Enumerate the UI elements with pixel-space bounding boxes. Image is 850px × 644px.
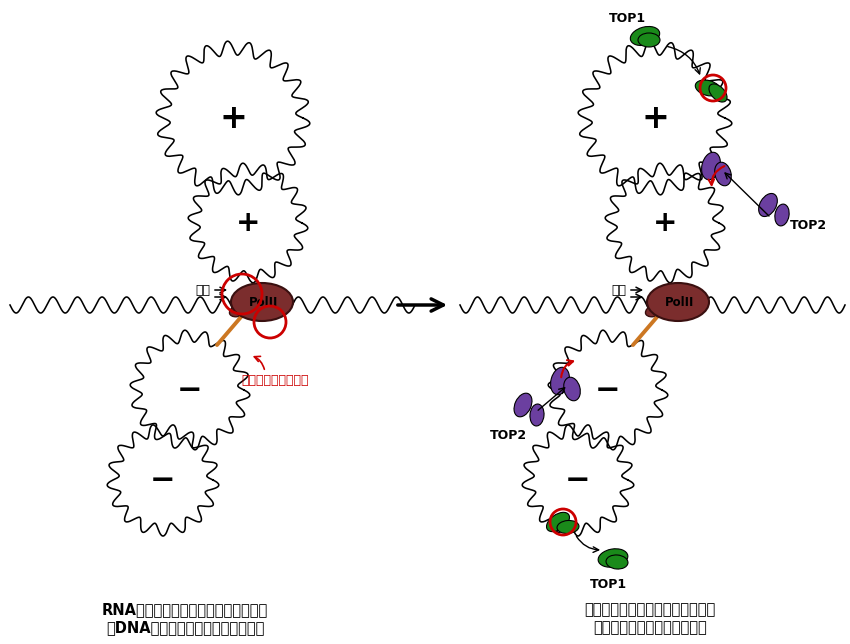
Text: TOP1: TOP1 [609,12,645,24]
Text: +: + [235,209,260,237]
Text: RNAポリメラーゼの進行によって転写: RNAポリメラーゼの進行によって転写 [102,603,268,618]
Text: −: − [178,375,203,404]
Ellipse shape [638,33,660,47]
Text: PolII: PolII [666,296,694,308]
Ellipse shape [775,204,789,226]
Ellipse shape [530,404,544,426]
Text: スーパーコイリング: スーパーコイリング [241,374,309,386]
Ellipse shape [631,26,660,46]
Text: TOP2: TOP2 [490,428,526,442]
Text: TOP1: TOP1 [589,578,626,591]
Text: +: + [653,209,677,237]
Ellipse shape [759,193,778,216]
Ellipse shape [564,377,581,401]
Text: +: + [641,102,669,135]
Text: PolII: PolII [249,296,279,308]
Ellipse shape [598,549,628,567]
Ellipse shape [645,303,666,317]
Ellipse shape [547,513,570,532]
Ellipse shape [551,367,570,395]
Text: 転写: 転写 [195,283,210,296]
Ellipse shape [647,283,709,321]
Ellipse shape [514,393,532,417]
Text: +: + [219,102,247,135]
Text: −: − [150,466,176,495]
Ellipse shape [709,84,727,102]
Ellipse shape [230,303,251,317]
Ellipse shape [701,152,721,180]
Ellipse shape [715,162,731,185]
Text: はDNAにねじれストレスを蓄積する: はDNAにねじれストレスを蓄積する [105,621,264,636]
Text: 転写: 転写 [611,283,626,296]
Ellipse shape [557,520,579,533]
Ellipse shape [231,283,293,321]
Text: トポイソメラーゼ１と２は転写中: トポイソメラーゼ１と２は転写中 [584,603,716,618]
Text: のねじれストレスを解消する: のねじれストレスを解消する [593,621,707,636]
Ellipse shape [695,80,721,96]
Text: TOP2: TOP2 [790,218,826,231]
Ellipse shape [606,555,628,569]
Text: −: − [565,466,591,495]
Text: −: − [595,375,620,404]
